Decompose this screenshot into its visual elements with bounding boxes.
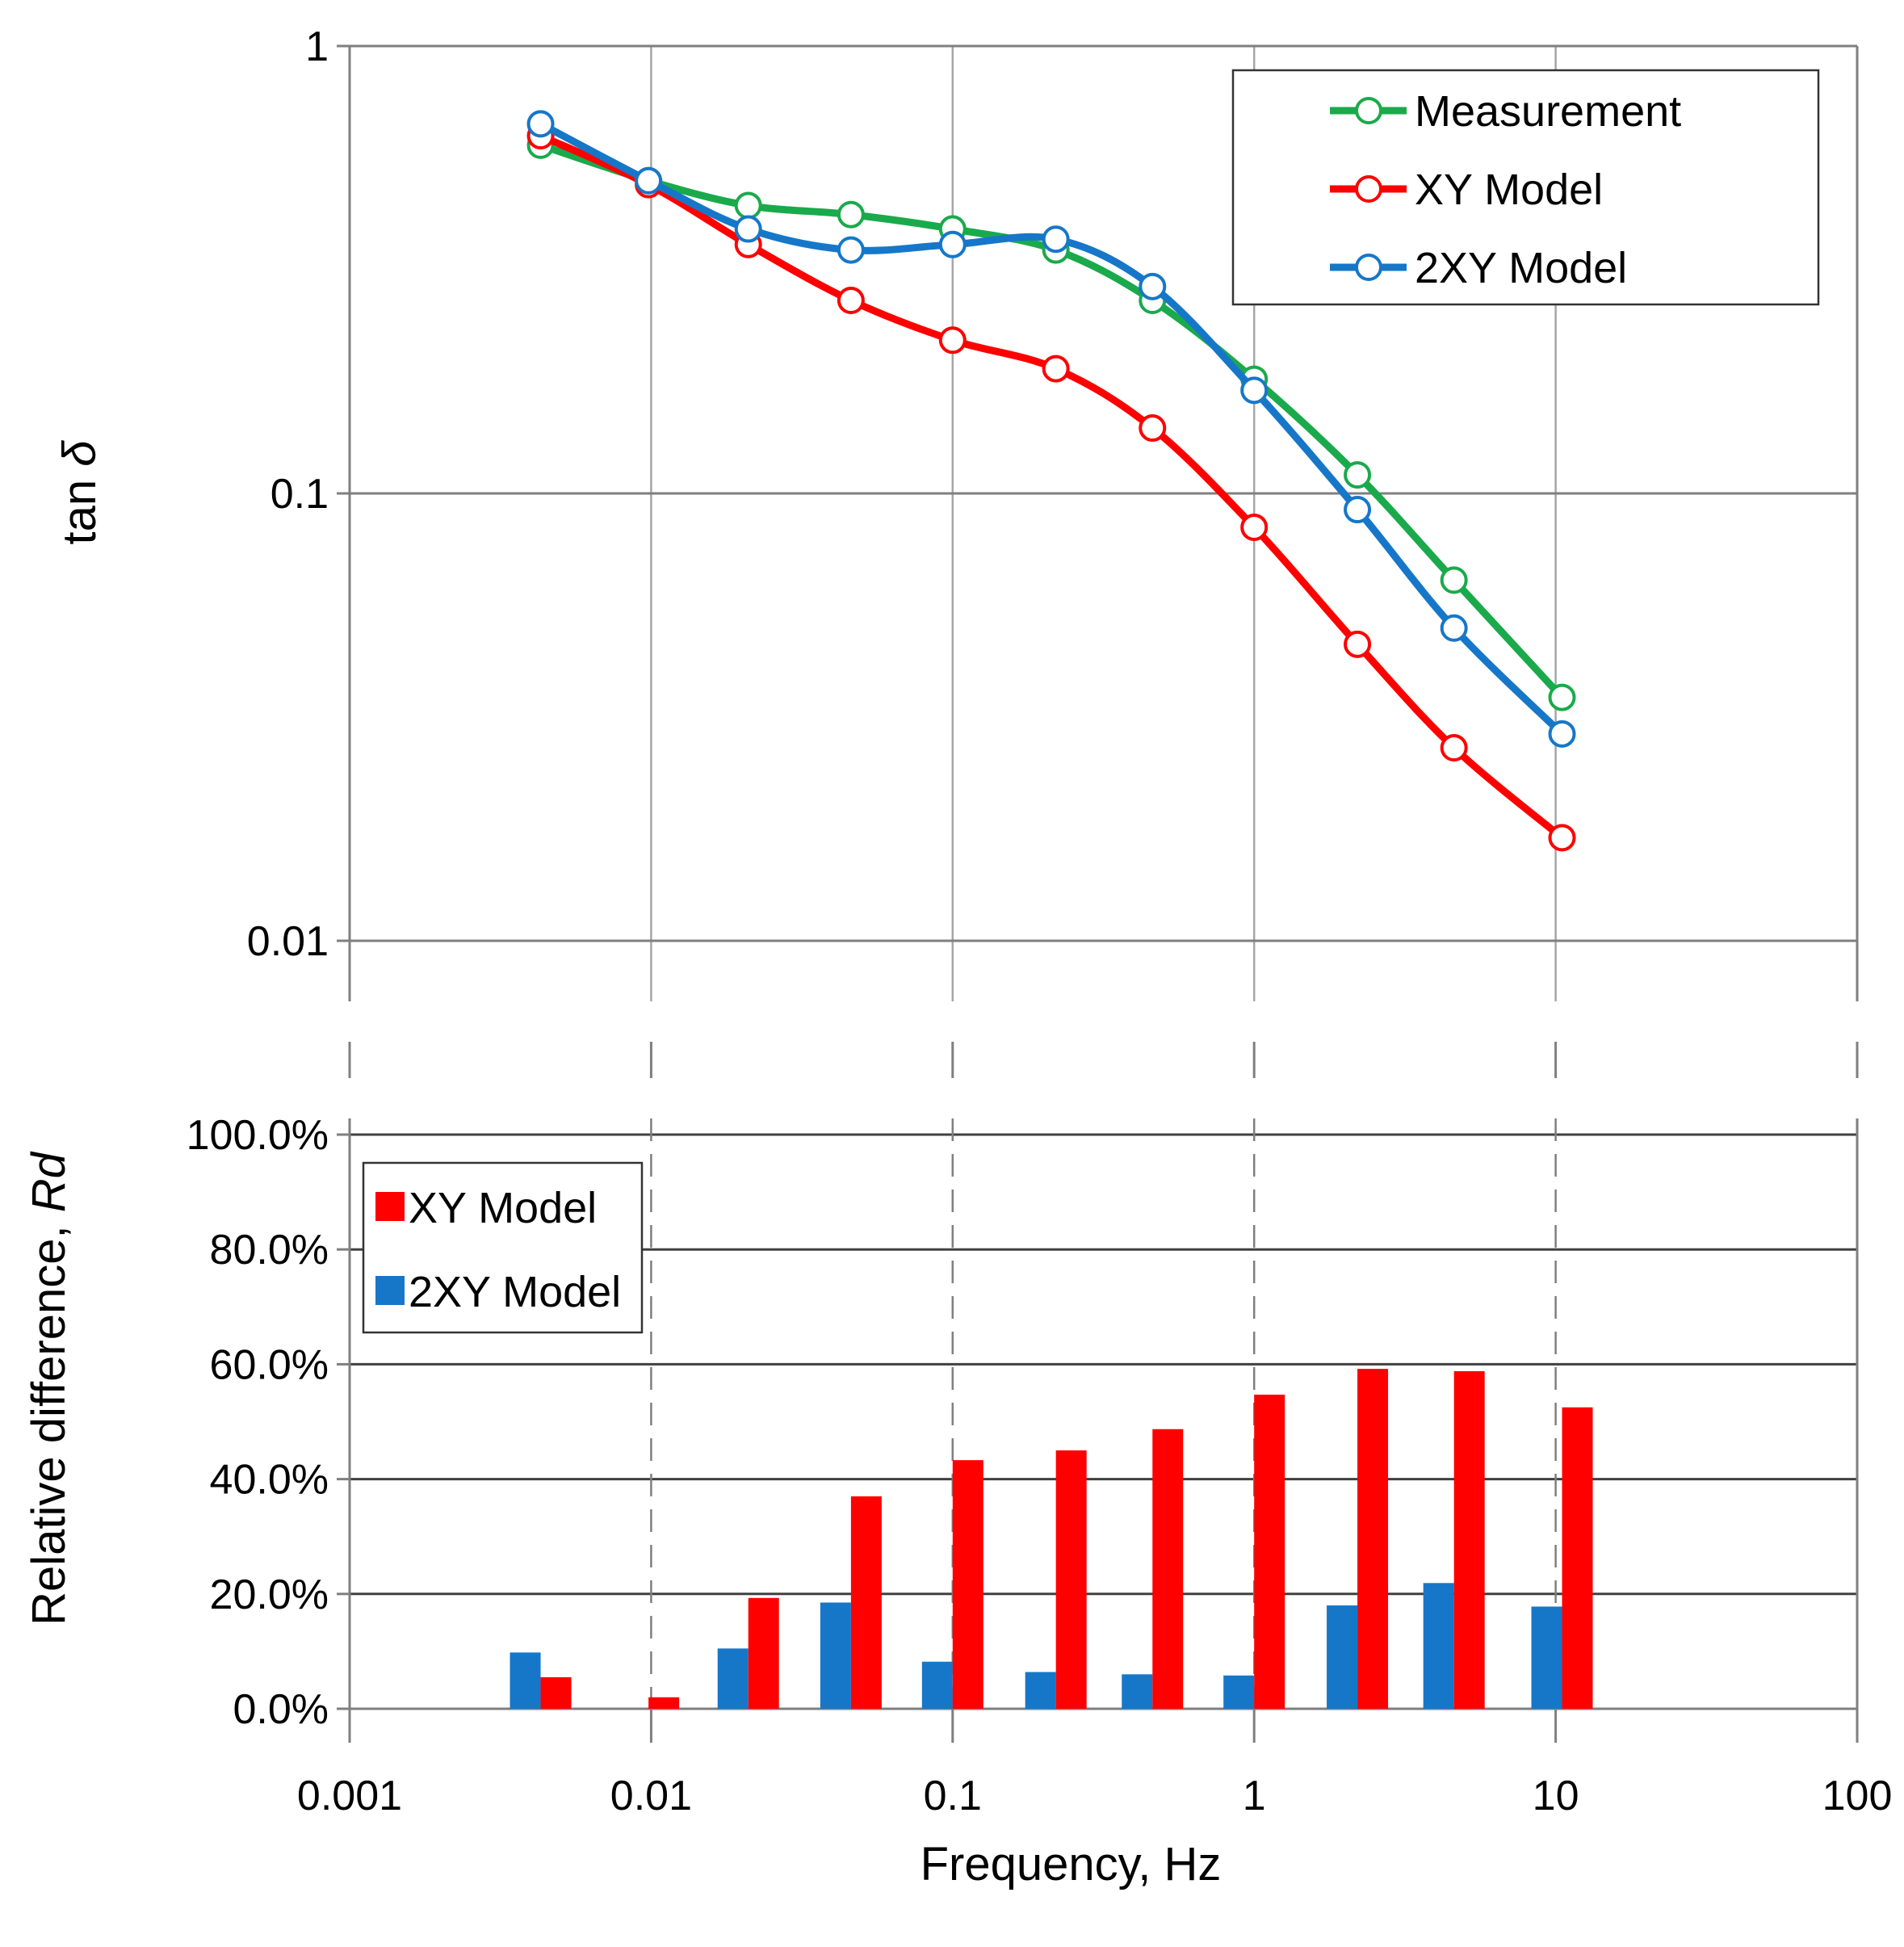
series-line xyxy=(539,120,1565,737)
bar-2xy-model xyxy=(1025,1672,1056,1709)
bar-xy-model xyxy=(1357,1369,1389,1709)
bottom-y-tick-label: 100.0% xyxy=(187,1112,329,1159)
data-point-marker xyxy=(526,110,555,138)
top-chart-series xyxy=(526,110,1576,852)
bar-2xy-model xyxy=(1423,1583,1454,1709)
top-y-tick-label: 0.1 xyxy=(271,471,329,518)
bar-2xy-model xyxy=(717,1648,749,1709)
series-2xy-model xyxy=(526,110,1576,748)
legend-entry-label: 2XY Model xyxy=(1415,244,1627,292)
top-chart-legend: Measurement XY Model 2XY Model xyxy=(1231,69,1820,306)
data-point-marker xyxy=(1042,225,1070,254)
data-point-marker xyxy=(1440,566,1468,594)
x-axis-title: Frequency, Hz xyxy=(921,1838,1222,1890)
top-y-axis-title-text: tan xyxy=(53,480,106,545)
bottom-y-axis-title-text: Relative difference, xyxy=(23,1212,75,1626)
data-point-marker xyxy=(938,326,967,355)
bottom-chart-axes xyxy=(337,1118,1859,1743)
tan-delta-chart: 1 0.1 0.01 tan δ Measurement XY Model 2XY Mo… xyxy=(53,23,1859,1078)
relative-difference-chart: 100.0% 80.0% 60.0% 40.0% 20.0% 0.0% 0.001 0.01… xyxy=(23,1112,1892,1890)
data-point-marker xyxy=(1042,355,1070,383)
legend-marker-swatch xyxy=(1355,97,1382,124)
data-point-marker xyxy=(1344,630,1372,658)
data-point-marker xyxy=(938,230,967,258)
bottom-chart-bars xyxy=(510,1369,1593,1709)
bottom-y-tick-label: 20.0% xyxy=(210,1571,329,1618)
bottom-legend-box xyxy=(362,1161,644,1334)
bottom-chart-y-axis-title: Relative difference, Rd xyxy=(23,1151,75,1625)
bar-xy-model xyxy=(1453,1370,1485,1709)
legend-entry-label: Measurement xyxy=(1415,87,1681,136)
bar-2xy-model xyxy=(820,1602,851,1709)
bar-2xy-model xyxy=(921,1661,953,1709)
series-line xyxy=(539,141,1565,700)
data-point-marker xyxy=(837,287,865,315)
bottom-chart-y-tick-labels: 100.0% 80.0% 60.0% 40.0% 20.0% 0.0% xyxy=(187,1112,329,1733)
data-point-marker xyxy=(1344,496,1372,524)
bar-xy-model xyxy=(1254,1395,1285,1709)
x-tick-label: 0.001 xyxy=(297,1773,402,1819)
bottom-y-axis-title-italic: Rd xyxy=(23,1151,75,1212)
x-tick-label: 10 xyxy=(1533,1773,1579,1819)
bar-2xy-model xyxy=(1531,1606,1562,1709)
data-point-marker xyxy=(1139,272,1167,300)
bar-2xy-model xyxy=(1327,1605,1358,1709)
top-y-tick-label: 0.01 xyxy=(247,918,329,965)
data-point-marker xyxy=(1240,376,1269,405)
bar-2xy-model xyxy=(1223,1675,1255,1709)
top-chart-axes xyxy=(337,44,1859,1078)
bottom-y-tick-label: 80.0% xyxy=(210,1227,329,1274)
bar-xy-model xyxy=(540,1676,572,1709)
bar-2xy-model xyxy=(510,1652,541,1709)
bottom-y-tick-label: 0.0% xyxy=(233,1686,329,1733)
bar-2xy-model xyxy=(1122,1674,1153,1709)
legend-marker-swatch xyxy=(1355,175,1382,203)
data-point-marker xyxy=(1240,513,1269,541)
legend-entry-label: XY Model xyxy=(409,1184,597,1232)
x-tick-label: 0.1 xyxy=(924,1773,982,1819)
legend-marker-swatch xyxy=(1355,254,1382,281)
bar-xy-model xyxy=(748,1597,779,1709)
bar-xy-model xyxy=(850,1496,882,1709)
bar-xy-model xyxy=(1055,1450,1087,1709)
bottom-y-tick-label: 60.0% xyxy=(210,1341,329,1388)
data-point-marker xyxy=(635,166,663,195)
bottom-y-tick-label: 40.0% xyxy=(210,1457,329,1504)
bar-xy-model xyxy=(952,1460,983,1709)
top-chart-y-axis-title: tan δ xyxy=(53,440,106,545)
bottom-chart-legend: XY Model 2XY Model xyxy=(362,1161,644,1334)
data-point-marker xyxy=(734,215,762,243)
bar-xy-model xyxy=(1152,1429,1184,1709)
legend-entry-label: XY Model xyxy=(1415,166,1603,214)
series-xy-model xyxy=(526,122,1576,852)
data-point-marker xyxy=(1440,734,1468,762)
data-point-marker xyxy=(1344,461,1372,489)
data-point-marker xyxy=(1548,683,1576,711)
legend-entry-label: 2XY Model xyxy=(409,1268,621,1316)
data-point-marker xyxy=(837,236,865,264)
bar-xy-model xyxy=(648,1697,680,1709)
data-point-marker xyxy=(837,200,865,229)
x-tick-label: 1 xyxy=(1243,1773,1266,1819)
top-chart-y-tick-labels: 1 0.1 0.01 xyxy=(247,23,329,965)
data-point-marker xyxy=(1548,824,1576,852)
x-tick-label: 100 xyxy=(1822,1773,1893,1819)
data-point-marker xyxy=(1139,414,1167,443)
legend-color-swatch xyxy=(375,1192,405,1221)
legend-color-swatch xyxy=(375,1276,405,1305)
bar-xy-model xyxy=(1562,1407,1593,1709)
x-tick-label: 0.01 xyxy=(610,1773,692,1819)
data-point-marker xyxy=(734,191,762,220)
bottom-chart-x-tick-labels: 0.001 0.01 0.1 1 10 100 xyxy=(297,1773,1892,1819)
top-y-tick-label: 1 xyxy=(305,23,329,70)
data-point-marker xyxy=(1548,720,1576,748)
top-y-axis-title-symbol: δ xyxy=(53,440,106,467)
data-point-marker xyxy=(1440,614,1468,642)
